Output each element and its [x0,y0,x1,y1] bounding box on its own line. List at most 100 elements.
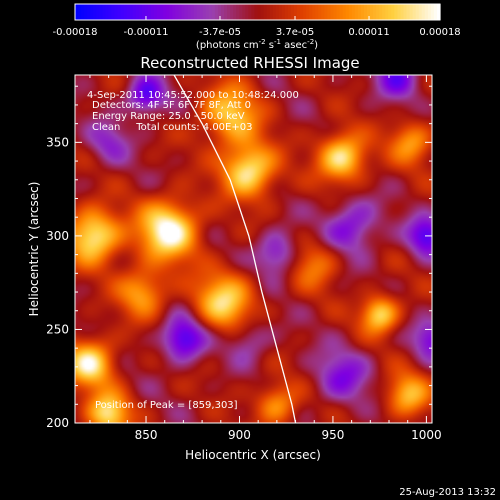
colorbar-cell [263,4,268,20]
colorbar-cell [415,4,420,20]
colorbar-cell [360,4,365,20]
colorbar-cell [169,4,173,20]
plot-frame [74,74,433,424]
colorbar-cell [181,4,186,20]
colorbar-cell [205,4,210,20]
colorbar-cell [251,4,256,20]
colorbar-cell [357,4,362,20]
colorbar-cell [339,4,344,20]
colorbar-cell [126,4,131,20]
x-tick-label: 1000 [411,428,442,442]
colorbar-cell [87,4,91,20]
colorbar-cell [336,4,341,20]
colorbar-cell [260,4,265,20]
colorbar-cell [172,4,176,20]
annotation-time-range: 4-Sep-2011 10:45:52.000 to 10:48:24.000 [87,90,299,101]
colorbar-cell [211,4,216,20]
y-tick-label: 350 [46,135,69,149]
colorbar-cell [175,4,180,20]
colorbar-cell [297,4,301,20]
colorbar-cell [388,4,392,20]
colorbar-cell [382,4,386,20]
colorbar-cell [394,4,399,20]
colorbar-cell [184,4,189,20]
colorbar-cell [303,4,307,20]
colorbar-cell [315,4,319,20]
colorbar-cell [312,4,316,20]
colorbar-cell [78,4,82,20]
colorbar-cell [227,4,231,20]
x-tick-label: 850 [135,428,158,442]
annotation-detectors: Detectors: 4F 5F 6F 7F 8F, Att 0 [92,100,251,111]
colorbar-cell [224,4,228,20]
colorbar-cell [306,4,310,20]
colorbar-cell [385,4,389,20]
colorbar-cell [81,4,85,20]
colorbar-cell [117,4,122,20]
colorbar-cell [433,4,438,20]
colorbar-cell [230,4,234,20]
colorbar-frame [74,3,441,21]
colorbar-unit-label: (photons cm-2 s-1 asec-2) [196,38,318,51]
colorbar-cell [400,4,405,20]
colorbar-cell [257,4,262,20]
colorbar-cell [309,4,313,20]
colorbar-tick-label: 0.00011 [348,27,389,38]
colorbar-cell [163,4,167,20]
colorbar-cell [166,4,170,20]
colorbar-cell [284,4,289,20]
y-tick-label: 300 [46,229,69,243]
colorbar-cell [120,4,125,20]
colorbar-cell [287,4,292,20]
colorbar-tick-label: -0.00018 [53,27,98,38]
colorbar-cell [397,4,402,20]
colorbar-cell [269,4,274,20]
colorbar-cell [427,4,432,20]
colorbar-cell [266,4,271,20]
annotations: 4-Sep-2011 10:45:52.000 to 10:48:24.000 … [87,90,299,411]
colorbar-cell [114,4,119,20]
axis-ticks: 850 900 950 1000 200 250 300 350 [46,75,442,442]
colorbar-ticks: -0.00018 -0.00011 -3.7e-05 3.7e-05 0.00011 0.… [53,16,461,38]
colorbar-cell [409,4,414,20]
colorbar-cell [144,4,149,20]
colorbar-cell [373,4,377,20]
x-tick-label: 950 [321,428,344,442]
colorbar-cell [160,4,164,20]
peak-position-label: Position of Peak = [859,303] [95,400,238,411]
y-tick-label: 200 [46,416,69,430]
colorbar-tick-label: 0.00018 [419,27,460,38]
colorbar-cell [214,4,219,20]
colorbar-cell [330,4,335,20]
y-axis-label: Heliocentric Y (arcsec) [27,182,41,317]
colorbar-cell [90,4,94,20]
colorbar-cell [294,4,298,20]
colorbar-cell [351,4,356,20]
colorbar-cell [178,4,183,20]
colorbar-cell [217,4,222,20]
colorbar-cell [281,4,286,20]
colorbar-cell [391,4,395,20]
heatmap-image [75,75,432,423]
colorbar-gradient [75,4,441,20]
colorbar-cell [129,4,134,20]
colorbar-cell [151,4,155,20]
colorbar-cell [275,4,280,20]
annotation-clean-counts: Clean Total counts: 4.00E+03 [92,122,252,133]
x-axis-label: Heliocentric X (arcsec) [185,448,321,462]
colorbar-cell [138,4,143,20]
colorbar-cell [300,4,304,20]
colorbar-cell [376,4,380,20]
colorbar-cell [202,4,207,20]
colorbar-cell [333,4,338,20]
colorbar-cell [367,4,371,20]
x-tick-label: 900 [228,428,251,442]
solar-limb-line [173,75,297,423]
colorbar-cell [436,4,441,20]
colorbar-cell [412,4,417,20]
colorbar-cell [154,4,158,20]
colorbar-cell [403,4,408,20]
colorbar-cell [272,4,277,20]
colorbar-cell [318,4,322,20]
colorbar-tick-label: -0.00011 [123,27,168,38]
